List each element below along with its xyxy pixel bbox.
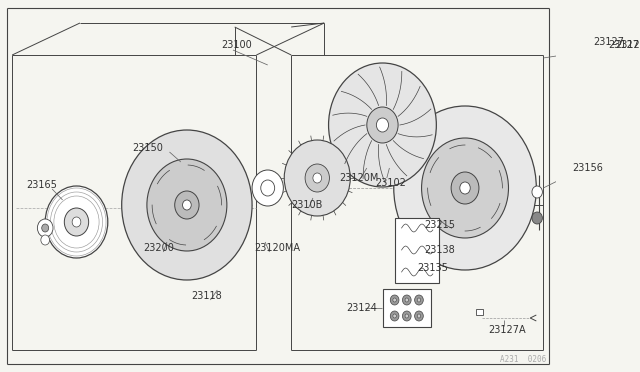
- Circle shape: [415, 295, 423, 305]
- Text: 23100: 23100: [221, 40, 252, 50]
- Circle shape: [417, 298, 420, 302]
- Circle shape: [405, 298, 408, 302]
- Circle shape: [394, 106, 536, 270]
- Circle shape: [405, 314, 408, 318]
- Circle shape: [175, 191, 199, 219]
- Circle shape: [260, 180, 275, 196]
- Text: 23138: 23138: [424, 245, 455, 255]
- Circle shape: [460, 182, 470, 194]
- Circle shape: [393, 314, 396, 318]
- Circle shape: [313, 173, 322, 183]
- Circle shape: [252, 170, 284, 206]
- Circle shape: [37, 219, 53, 237]
- Circle shape: [182, 200, 191, 210]
- Text: 23102: 23102: [376, 178, 406, 188]
- Text: 23127: 23127: [609, 40, 639, 50]
- Circle shape: [65, 208, 89, 236]
- Text: 23127: 23127: [593, 37, 624, 47]
- Text: 23150: 23150: [132, 143, 163, 153]
- Circle shape: [41, 235, 49, 245]
- Bar: [396, 218, 439, 282]
- Text: 23200: 23200: [143, 243, 174, 253]
- Circle shape: [72, 217, 81, 227]
- Text: 23118: 23118: [191, 291, 222, 301]
- Text: 23215: 23215: [424, 220, 455, 230]
- Circle shape: [403, 295, 411, 305]
- Circle shape: [390, 311, 399, 321]
- Text: 2310B: 2310B: [291, 200, 323, 210]
- Circle shape: [376, 118, 388, 132]
- Circle shape: [532, 212, 542, 224]
- Text: 23165: 23165: [26, 180, 57, 190]
- Bar: [383, 289, 431, 327]
- Circle shape: [42, 224, 49, 232]
- Circle shape: [532, 186, 542, 198]
- Text: A231  0206: A231 0206: [500, 356, 546, 365]
- Circle shape: [417, 314, 420, 318]
- Text: 23127A: 23127A: [488, 325, 526, 335]
- Circle shape: [284, 140, 350, 216]
- Circle shape: [367, 107, 398, 143]
- Circle shape: [45, 186, 108, 258]
- Text: 23120M: 23120M: [339, 173, 378, 183]
- Circle shape: [122, 130, 252, 280]
- Circle shape: [403, 311, 411, 321]
- Circle shape: [305, 164, 330, 192]
- Text: 23124: 23124: [346, 303, 377, 313]
- Circle shape: [390, 295, 399, 305]
- Circle shape: [147, 159, 227, 251]
- Circle shape: [393, 298, 396, 302]
- Circle shape: [422, 138, 509, 238]
- Text: 23127: 23127: [616, 40, 640, 50]
- Circle shape: [328, 63, 436, 187]
- Text: 23120MA: 23120MA: [254, 243, 300, 253]
- Circle shape: [451, 172, 479, 204]
- Circle shape: [415, 311, 423, 321]
- Bar: [476, 309, 483, 315]
- Text: 23156: 23156: [572, 163, 603, 173]
- Text: 23135: 23135: [417, 263, 448, 273]
